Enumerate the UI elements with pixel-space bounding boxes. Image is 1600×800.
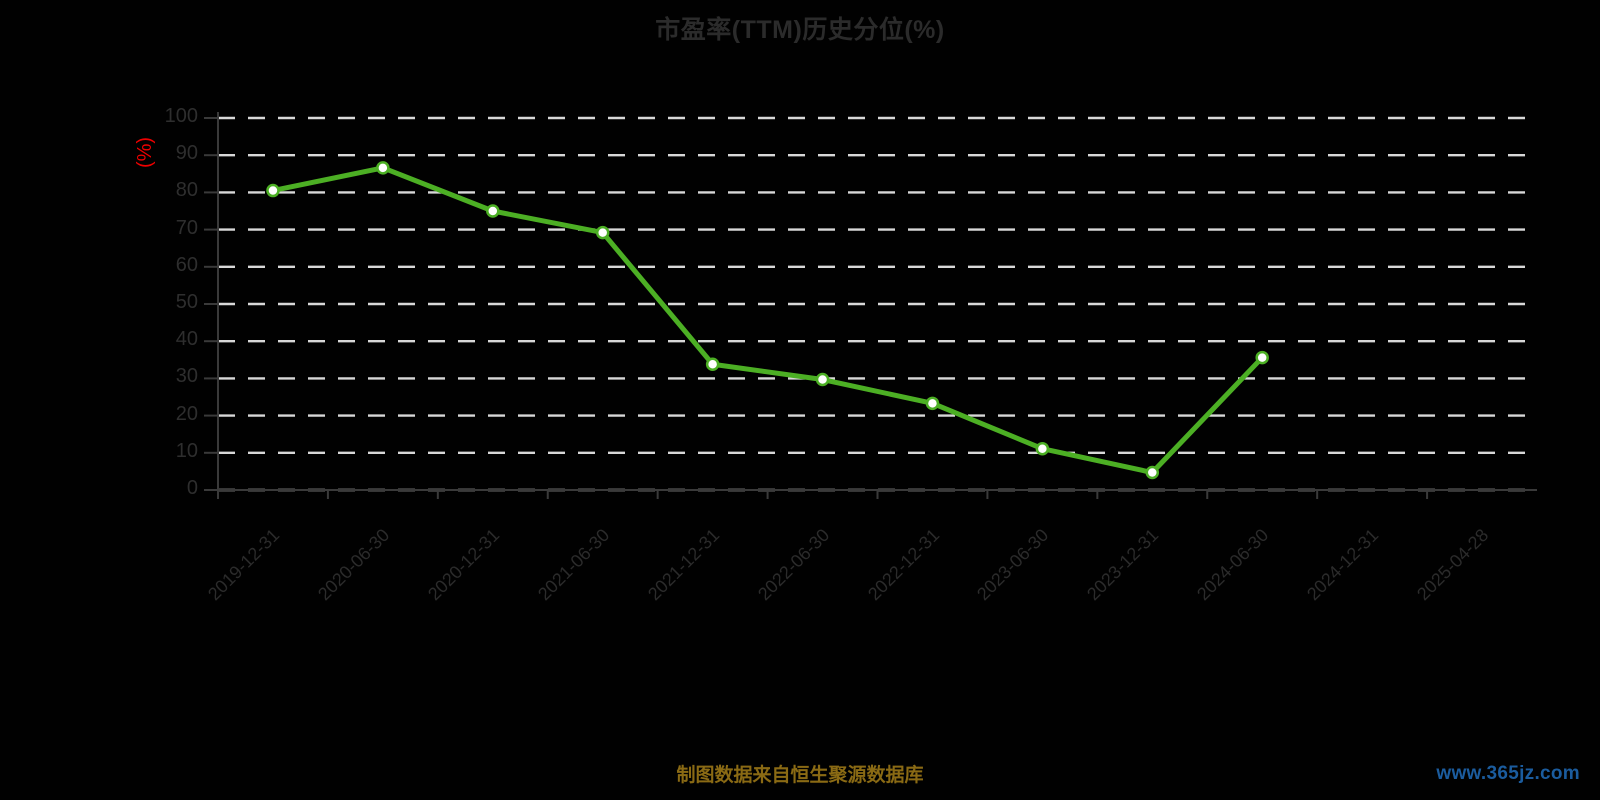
y-axis-tick-label: 30 bbox=[175, 365, 198, 388]
y-axis-tick-label: 40 bbox=[175, 328, 198, 351]
data-point-marker[interactable] bbox=[1145, 465, 1160, 480]
data-point-marker[interactable] bbox=[595, 225, 610, 240]
data-point-marker[interactable] bbox=[815, 372, 830, 387]
y-axis-tick-label: 50 bbox=[175, 291, 198, 313]
data-point-marker[interactable] bbox=[376, 161, 390, 175]
data-point-marker[interactable] bbox=[266, 183, 280, 198]
series-line bbox=[270, 165, 1265, 476]
y-axis-tick-label: 0 bbox=[186, 477, 198, 499]
y-axis-tick-label: 60 bbox=[175, 253, 198, 276]
y-axis-tick-label: 80 bbox=[175, 179, 198, 202]
chart-title: 市盈率(TTM)历史分位(%) bbox=[655, 16, 945, 44]
data-point-marker[interactable] bbox=[486, 204, 500, 218]
y-axis-tick-label: 20 bbox=[175, 402, 198, 425]
data-point-marker[interactable] bbox=[705, 357, 720, 372]
y-axis-tick-label: 10 bbox=[175, 439, 198, 462]
y-axis-tick-label: 70 bbox=[175, 216, 198, 239]
y-axis-tick-label: 90 bbox=[175, 142, 198, 165]
data-point-marker[interactable] bbox=[1255, 350, 1269, 365]
y-axis-tick-label: 100 bbox=[164, 105, 198, 127]
site-watermark: www.365jz.com bbox=[1436, 763, 1580, 784]
footer-source-note: 制图数据来自恒生聚源数据库 bbox=[676, 765, 924, 786]
data-point-marker[interactable] bbox=[925, 396, 940, 411]
data-point-marker[interactable] bbox=[1035, 441, 1050, 456]
